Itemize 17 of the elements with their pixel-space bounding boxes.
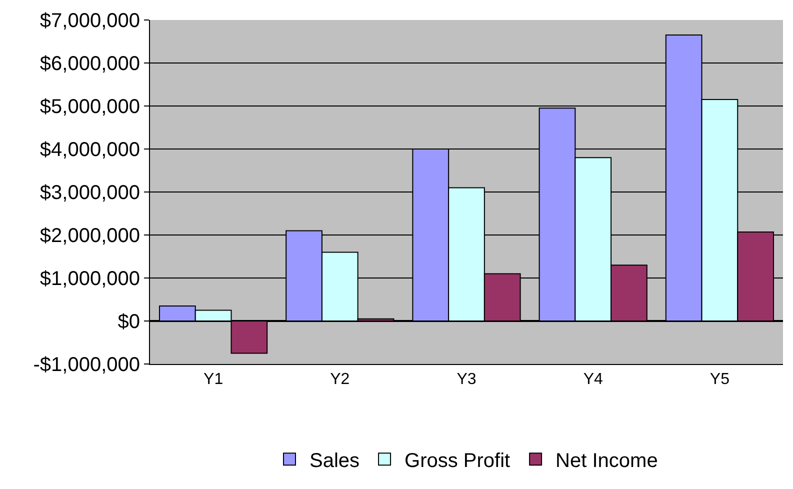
legend-label: Gross Profit	[404, 450, 511, 472]
y-tick-label: $2,000,000	[40, 225, 140, 247]
y-tick-label: $7,000,000	[40, 10, 140, 32]
legend-label: Sales	[310, 450, 360, 472]
y-tick-label: $4,000,000	[40, 139, 140, 161]
x-tick-label: Y3	[456, 371, 476, 388]
y-tick-label: $3,000,000	[40, 182, 140, 204]
y-tick-label: $0	[118, 311, 140, 333]
y-tick-label: $6,000,000	[40, 53, 140, 75]
x-tick-label: Y5	[710, 371, 730, 388]
y-tick-label: $1,000,000	[40, 268, 140, 290]
legend-label: Net Income	[556, 450, 658, 472]
x-tick-label: Y1	[204, 371, 224, 388]
y-tick-label: $5,000,000	[40, 96, 140, 118]
x-tick-label: Y4	[583, 371, 603, 388]
x-tick-label: Y2	[330, 371, 350, 388]
y-tick-label: -$1,000,000	[33, 354, 140, 376]
